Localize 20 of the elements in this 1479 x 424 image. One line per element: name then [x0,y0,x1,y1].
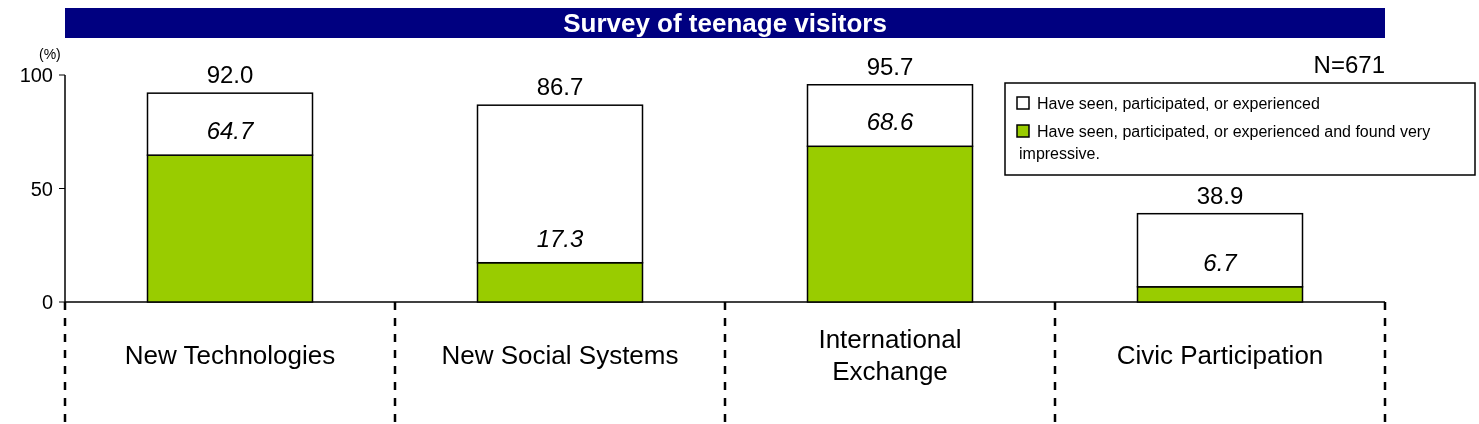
x-tick-label: New Social Systems [441,340,679,370]
data-label: 17.3 [536,224,584,252]
y-tick-label: 50 [30,177,53,200]
y-tick-label: 100 [19,64,53,86]
chart-title: Survey of teenage visitors [563,8,887,38]
x-tick-label: Civic Participation [1116,340,1324,370]
legend-label: Have seen, participated, or experienced and found very impressive. [1019,123,1431,162]
total-label: 86.7 [536,73,584,101]
data-label: 64.7 [206,117,255,145]
x-tick-label: International Exchange [818,324,962,386]
y-tick-label: 0 [41,291,53,313]
data-label: 68.6 [866,108,914,136]
total-label: 95.7 [866,52,914,80]
total-label: 92.0 [206,61,254,89]
x-tick-label: New Technologies [124,340,336,370]
data-label: 6.7 [1203,248,1239,276]
legend-label: Have seen, participated, or experienced [1037,95,1320,112]
y-axis-title: (%) [39,46,61,62]
annotation: N=671 [1313,51,1385,78]
total-label: 38.9 [1196,181,1244,209]
